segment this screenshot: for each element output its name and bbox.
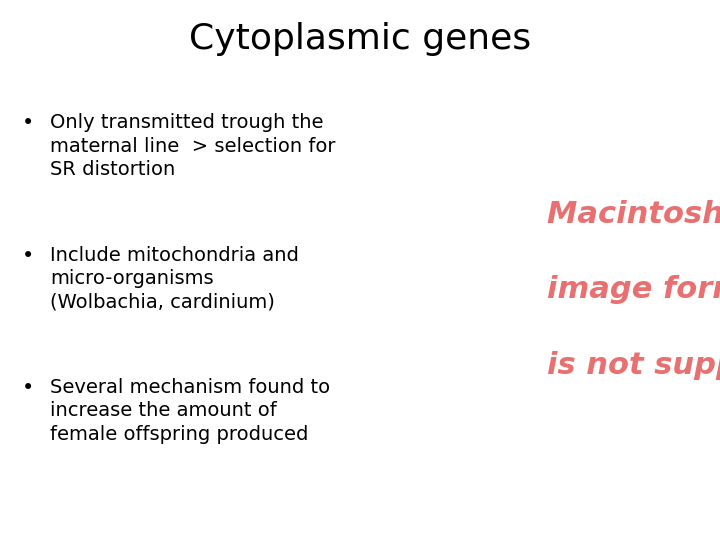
Text: Only transmitted trough the
maternal line  > selection for
SR distortion: Only transmitted trough the maternal lin…: [50, 113, 336, 179]
Text: image format: image format: [547, 275, 720, 305]
Text: •: •: [22, 113, 34, 133]
Text: Macintosh PICT: Macintosh PICT: [547, 200, 720, 229]
Text: Cytoplasmic genes: Cytoplasmic genes: [189, 22, 531, 56]
Text: •: •: [22, 378, 34, 398]
Text: is not supported: is not supported: [547, 351, 720, 380]
Text: •: •: [22, 246, 34, 266]
Text: Several mechanism found to
increase the amount of
female offspring produced: Several mechanism found to increase the …: [50, 378, 330, 444]
Text: Include mitochondria and
micro-organisms
(Wolbachia, cardinium): Include mitochondria and micro-organisms…: [50, 246, 300, 312]
